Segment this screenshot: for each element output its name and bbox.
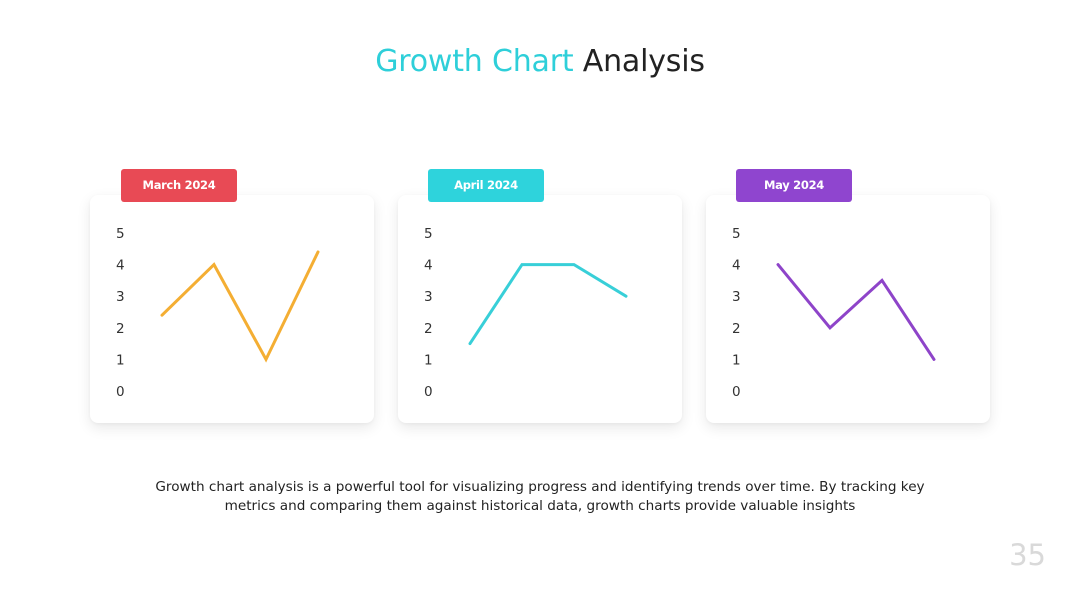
y-tick-label-march-3: 3 [116, 289, 125, 305]
y-tick-label-april-0: 0 [424, 384, 433, 400]
y-tick-label-may-4: 4 [732, 258, 741, 274]
title-accent: Growth Chart [375, 44, 574, 79]
data-point-may-0 [777, 264, 779, 266]
chart-card-april: 5 4 3 2 1 0 [398, 195, 682, 423]
chart-card-march: 5 4 3 2 1 0 [90, 195, 374, 423]
data-point-march-2 [265, 358, 267, 360]
y-tick-label-april-3: 3 [424, 289, 433, 305]
data-point-april-2 [573, 264, 575, 266]
y-tick-label-may-3: 3 [732, 289, 741, 305]
y-tick-label-april-5: 5 [424, 226, 433, 242]
page-number: 35 [1009, 538, 1046, 572]
y-tick-label-may-2: 2 [732, 321, 741, 337]
line-chart-may: 5 4 3 2 1 0 [732, 226, 936, 400]
line-chart-march: 5 4 3 2 1 0 [116, 226, 320, 400]
description-text: Growth chart analysis is a powerful tool… [155, 479, 925, 514]
y-tick-label-april-2: 2 [424, 321, 433, 337]
badge-april: April 2024 [428, 169, 544, 202]
data-point-march-1 [213, 264, 215, 266]
series-line-may [776, 263, 936, 361]
y-tick-label-may-5: 5 [732, 226, 741, 242]
data-point-april-3 [625, 295, 627, 297]
data-point-march-0 [161, 314, 163, 316]
data-point-may-2 [881, 279, 883, 281]
y-tick-label-march-5: 5 [116, 226, 125, 242]
line-chart-april: 5 4 3 2 1 0 [424, 226, 628, 400]
y-tick-label-march-4: 4 [116, 258, 125, 274]
data-point-may-1 [829, 327, 831, 329]
data-point-april-1 [521, 264, 523, 266]
data-point-may-3 [933, 358, 935, 360]
y-tick-label-march-1: 1 [116, 352, 125, 368]
slide-title: Growth Chart Analysis [0, 44, 1080, 79]
series-line-april [468, 263, 628, 346]
series-line-march [160, 250, 320, 363]
badge-march: March 2024 [121, 169, 237, 202]
y-tick-label-may-0: 0 [732, 384, 741, 400]
data-point-april-0 [469, 343, 471, 345]
y-tick-label-april-1: 1 [424, 352, 433, 368]
y-tick-label-may-1: 1 [732, 352, 741, 368]
badge-may: May 2024 [736, 169, 852, 202]
title-rest: Analysis [582, 44, 705, 79]
data-point-march-3 [317, 251, 319, 253]
y-tick-label-march-2: 2 [116, 321, 125, 337]
y-tick-label-march-0: 0 [116, 384, 125, 400]
chart-card-may: 5 4 3 2 1 0 [706, 195, 990, 423]
y-tick-label-april-4: 4 [424, 258, 433, 274]
